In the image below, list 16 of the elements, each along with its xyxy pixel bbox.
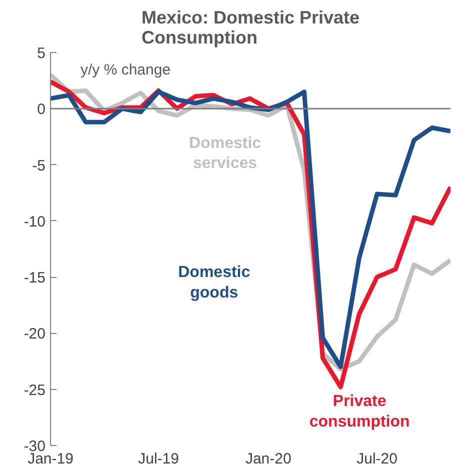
y-tick-label: -10 <box>24 213 46 230</box>
y-tick-label: -20 <box>24 326 46 343</box>
series-label: Private consumption <box>309 393 410 431</box>
series-label: Domestic services <box>189 134 262 172</box>
y-tick-label: -15 <box>24 270 46 287</box>
x-tick-label: Jan-19 <box>28 450 74 468</box>
chart-title: Mexico: Domestic Private Consumption <box>141 8 360 48</box>
y-axis-title: y/y % change <box>80 62 171 78</box>
x-tick-label: Jan-20 <box>245 450 292 468</box>
x-tick-label: Jul-19 <box>138 450 179 468</box>
y-tick-label: 5 <box>37 45 46 62</box>
y-tick-label: 0 <box>37 101 46 118</box>
y-tick-label: -5 <box>32 157 46 174</box>
text: Domestic goods <box>178 264 250 302</box>
y-tick-label: -25 <box>24 382 46 399</box>
x-tick-label: Jul-20 <box>356 450 398 468</box>
